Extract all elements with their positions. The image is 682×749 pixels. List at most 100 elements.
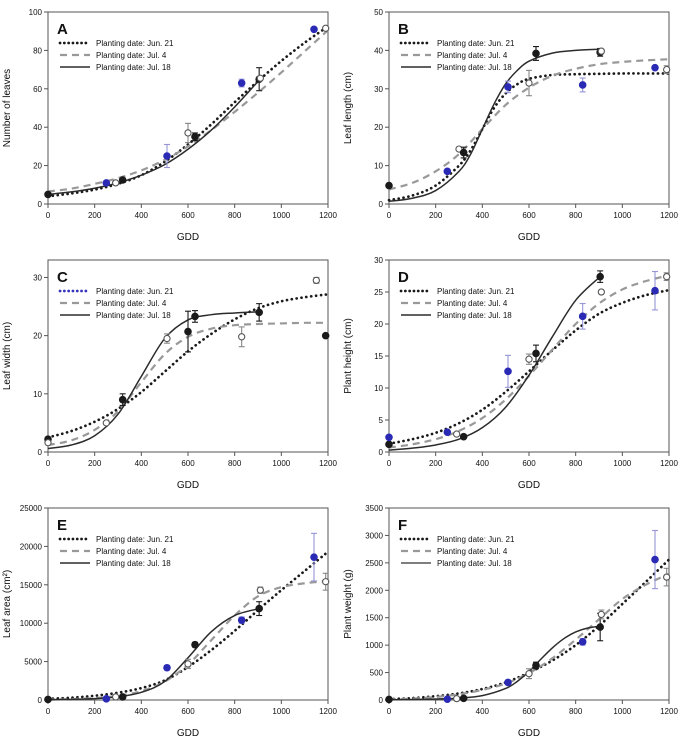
panel-C: 0 200 400 600 800 1000 1200 0 10 20 30 GDD Leaf widt… [0,248,341,496]
data-point-black [118,693,127,701]
y-axis-label: Number of leaves [2,69,13,147]
data-point-black [459,694,468,703]
y-tick-label: 10 [374,162,383,171]
y-tick-label: 80 [33,46,42,55]
data-point-open [663,65,671,74]
legend-label: Planting date: Jul. 4 [437,299,508,308]
data-point-blue [578,312,587,321]
panel-letter: B [398,21,409,38]
panel-F-chart: 0 200 400 600 800 1000 1200 0 500 1000 1500 2000 250… [343,504,678,739]
data-point-open [256,586,264,594]
y-tick-label: 3500 [365,504,383,513]
data-point-open [102,419,110,427]
x-axis-label: GDD [177,728,199,739]
x-tick-label: 1200 [660,459,678,468]
panel-B-chart: 0 200 400 600 800 1000 1200 0 10 20 30 40 50 GDD Leaf … [343,8,678,243]
x-tick-label: 600 [181,459,195,468]
x-tick-label: 600 [181,211,195,220]
data-point-black [191,640,199,649]
curve-dotted [387,288,671,446]
data-point-black [532,661,540,670]
y-tick-label: 0 [38,200,43,209]
legend-label: Planting date: Jul. 4 [437,547,508,556]
y-tick-label: 30 [374,256,383,265]
data-point-blue [578,638,587,646]
data-point-black [385,181,393,190]
x-tick-label: 400 [135,459,149,468]
panel-D-chart: 0 200 400 600 800 1000 1200 0 5 10 15 20 25 30 GDD Plan… [343,256,678,491]
x-tick-label: 800 [228,459,242,468]
legend-label: Planting date: Jun. 21 [96,287,174,296]
y-tick-label: 2500 [365,559,383,568]
y-tick-label: 20 [33,162,42,171]
legend-label: Planting date: Jul. 18 [96,63,171,72]
panel-B: 0 200 400 600 800 1000 1200 0 10 20 30 40 50 GDD Leaf … [341,0,682,248]
data-point-open [597,47,605,55]
x-tick-label: 200 [429,459,443,468]
panel-A: 0 200 400 600 800 1000 1200 0 20 40 60 80 100 GDD Numb… [0,0,341,248]
y-tick-label: 40 [33,123,42,132]
legend-label: Planting date: Jul. 4 [437,51,508,60]
x-tick-label: 200 [429,211,443,220]
y-axis-label: Leaf area (cm²) [2,570,13,638]
x-tick-label: 400 [135,707,149,716]
panel-E: 0 200 400 600 800 1000 1200 0 5000 10000 15000 2000… [0,496,341,744]
y-axis-label: Plant weight (g) [343,569,354,638]
y-tick-label: 15 [374,352,383,361]
panel-E-chart: 0 200 400 600 800 1000 1200 0 5000 10000 15000 2000… [2,504,337,739]
y-tick-label: 0 [38,448,43,457]
panel-letter: D [398,269,409,286]
curve-dashed [47,579,329,701]
curve-solid [47,607,260,701]
data-point-blue [163,152,171,160]
y-tick-label: 5 [379,416,384,425]
data-point-open [322,578,330,586]
data-point-black [118,395,127,404]
panel-letter: F [398,517,407,534]
data-point-black [596,272,604,281]
data-point-blue [163,663,171,672]
y-tick-label: 10 [33,390,42,399]
x-tick-label: 200 [88,707,102,716]
panel-letter: A [57,21,68,38]
legend-label: Planting date: Jul. 18 [437,63,512,72]
data-point-blue [651,555,659,564]
y-tick-label: 10000 [20,619,43,628]
panel-D: 0 200 400 600 800 1000 1200 0 5 10 15 20 25 30 GDD Plan… [341,248,682,496]
data-point-open [312,276,320,285]
panel-A-chart: 0 200 400 600 800 1000 1200 0 20 40 60 80 100 GDD Numb… [2,8,337,243]
x-tick-label: 400 [476,459,490,468]
y-tick-label: 2000 [365,586,383,595]
data-point-open [525,355,533,363]
data-point-open [112,693,120,701]
data-point-black [184,327,192,336]
x-tick-label: 600 [522,211,536,220]
data-point-open [322,24,330,32]
y-tick-label: 1000 [365,641,383,650]
y-tick-label: 20 [374,320,383,329]
x-tick-label: 800 [569,459,583,468]
legend-label: Planting date: Jul. 4 [96,547,167,556]
data-point-blue [443,167,452,176]
x-tick-label: 1000 [272,211,290,220]
y-tick-label: 25 [374,288,383,297]
x-axis-label: GDD [177,480,199,491]
panel-F: 0 200 400 600 800 1000 1200 0 500 1000 1500 2000 250… [341,496,682,744]
x-axis-label: GDD [518,728,540,739]
data-point-open [663,272,671,281]
y-tick-label: 15000 [20,581,43,590]
data-point-black [532,49,540,58]
data-point-blue [443,695,452,703]
data-point-black [596,623,604,631]
x-tick-label: 1200 [319,211,337,220]
data-point-blue [385,433,393,442]
y-tick-label: 0 [379,448,384,457]
x-tick-label: 0 [387,211,392,220]
y-axis-label: Leaf width (cm) [2,322,13,390]
x-tick-label: 0 [387,707,392,716]
data-point-black [44,190,52,199]
legend-label: Planting date: Jul. 18 [96,559,171,568]
x-axis-label: GDD [177,232,199,243]
y-tick-label: 0 [379,696,384,705]
